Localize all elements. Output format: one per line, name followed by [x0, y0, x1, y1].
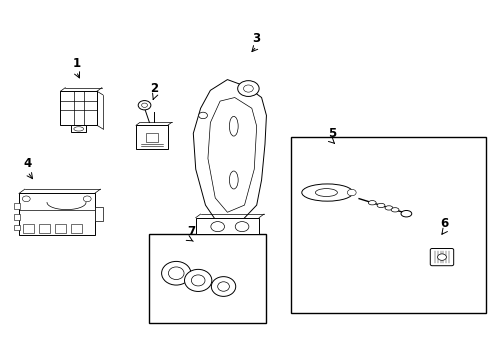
Text: 5: 5 — [327, 127, 336, 140]
Bar — [14, 225, 20, 230]
Ellipse shape — [229, 171, 238, 189]
Ellipse shape — [229, 116, 238, 136]
Circle shape — [235, 222, 248, 231]
Bar — [71, 125, 86, 132]
Polygon shape — [207, 98, 256, 212]
Ellipse shape — [384, 206, 392, 210]
Ellipse shape — [301, 184, 352, 201]
Bar — [149, 234, 266, 323]
Text: 1: 1 — [72, 57, 80, 70]
FancyBboxPatch shape — [429, 248, 453, 266]
Text: 4: 4 — [23, 157, 32, 170]
Ellipse shape — [400, 211, 411, 217]
Bar — [94, 207, 103, 221]
Bar — [19, 193, 94, 235]
Bar — [290, 137, 485, 313]
Ellipse shape — [390, 208, 398, 212]
Bar — [71, 224, 81, 233]
Bar — [145, 133, 158, 142]
Ellipse shape — [191, 275, 204, 286]
Circle shape — [237, 81, 259, 96]
Bar — [195, 218, 259, 234]
Polygon shape — [193, 80, 266, 223]
Ellipse shape — [367, 201, 375, 205]
Bar — [136, 125, 167, 149]
Circle shape — [437, 254, 446, 260]
Ellipse shape — [211, 276, 235, 296]
Ellipse shape — [161, 261, 190, 285]
Ellipse shape — [376, 203, 384, 208]
Bar — [23, 224, 34, 233]
Ellipse shape — [168, 267, 183, 280]
Ellipse shape — [315, 189, 337, 197]
Ellipse shape — [184, 269, 211, 292]
Circle shape — [142, 103, 147, 107]
Circle shape — [210, 222, 224, 231]
Bar — [14, 203, 20, 209]
Circle shape — [346, 189, 355, 196]
Bar — [39, 224, 50, 233]
Circle shape — [138, 100, 151, 110]
Text: 3: 3 — [252, 32, 260, 45]
Circle shape — [22, 196, 30, 202]
Ellipse shape — [217, 282, 229, 291]
Text: 6: 6 — [439, 216, 447, 230]
Circle shape — [243, 85, 253, 92]
Bar — [14, 214, 20, 220]
Bar — [55, 224, 66, 233]
Text: 2: 2 — [150, 82, 158, 95]
FancyBboxPatch shape — [61, 91, 97, 125]
Circle shape — [83, 196, 91, 202]
Circle shape — [198, 112, 207, 119]
Text: 7: 7 — [186, 225, 195, 238]
Ellipse shape — [74, 127, 83, 131]
